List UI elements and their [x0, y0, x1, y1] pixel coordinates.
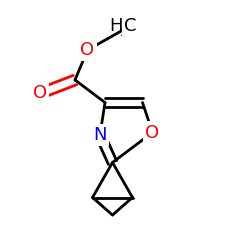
Text: H: H: [110, 17, 123, 35]
Text: O: O: [146, 124, 160, 142]
Text: O: O: [80, 41, 94, 59]
Text: C: C: [124, 17, 136, 35]
Text: N: N: [93, 126, 107, 144]
Text: O: O: [33, 84, 47, 102]
Text: 3: 3: [119, 26, 127, 38]
